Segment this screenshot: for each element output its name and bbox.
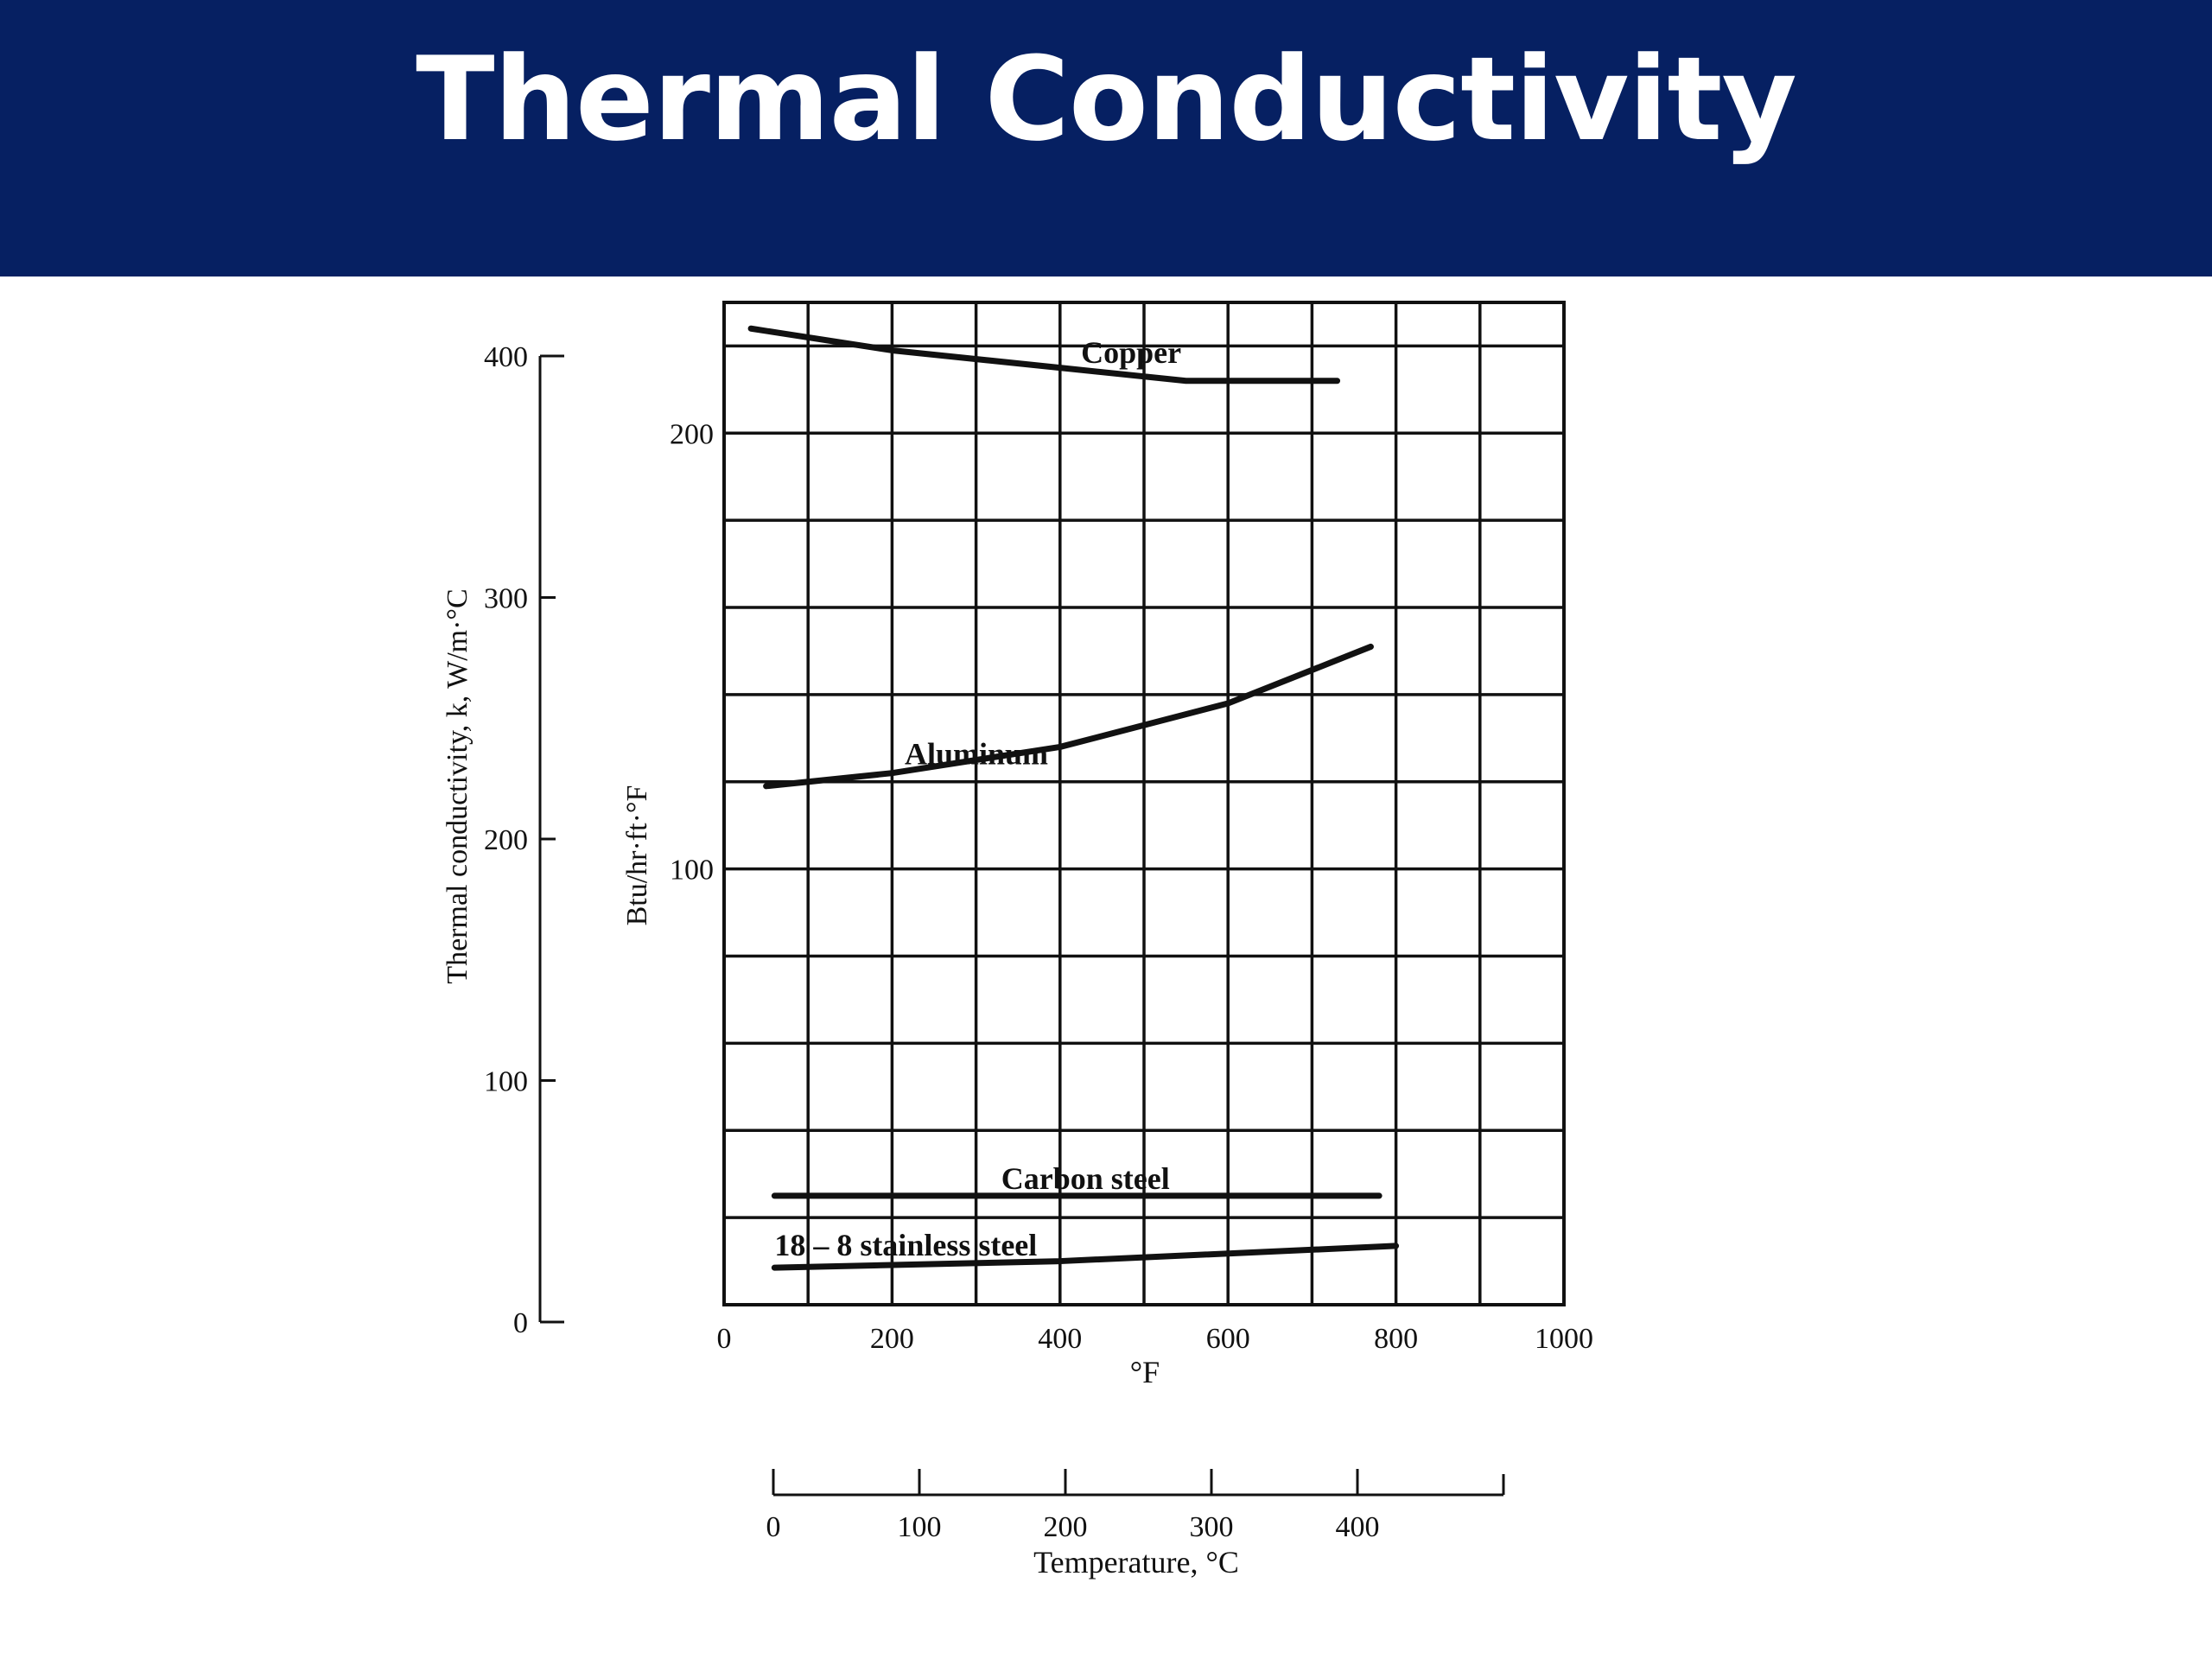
secondary-x-axis-label: Temperature, °C — [1033, 1545, 1239, 1580]
series-label-carbon-steel: Carbon steel — [1001, 1161, 1170, 1196]
y-tick-label: 100 — [670, 855, 714, 887]
x-tick-label: 600 — [1206, 1323, 1250, 1355]
series-line-copper — [747, 325, 1341, 385]
secondary-x-tick-label: 0 — [766, 1511, 781, 1543]
secondary-y-tick-label: 100 — [484, 1066, 528, 1098]
series-labels: Copper Aluminum Carbon steel 18 – 8 stainle… — [774, 335, 1181, 1262]
secondary-x-tick-label: 300 — [1190, 1511, 1234, 1543]
secondary-x-tick-label: 200 — [1044, 1511, 1088, 1543]
x-tick-label: 800 — [1374, 1323, 1418, 1355]
y-axis-ticks-btu: 100 200 — [670, 418, 714, 886]
x-tick-label: 0 — [717, 1323, 732, 1355]
y-axis-label: Btu/hr·ft·°F — [621, 785, 653, 926]
series-lines — [747, 325, 1400, 1271]
title-banner: Thermal Conductivity — [0, 0, 2212, 276]
slide-title: Thermal Conductivity — [416, 32, 1797, 167]
y-tick-label: 200 — [670, 418, 714, 450]
secondary-y-tick-label: 400 — [484, 341, 528, 373]
x-axis-label: °F — [1130, 1355, 1160, 1389]
secondary-y-tick-label: 200 — [484, 824, 528, 856]
secondary-y-axis-label: Thermal conductivity, k, W/m·°C — [442, 588, 474, 983]
secondary-y-axis-w-m-c: 0 100 200 300 400 — [484, 341, 564, 1339]
series-label-18-8-stainless-steel: 18 – 8 stainless steel — [774, 1228, 1037, 1262]
x-tick-label: 1000 — [1535, 1323, 1593, 1355]
series-line-18-8-stainless-steel — [771, 1243, 1400, 1271]
x-tick-label: 200 — [870, 1323, 914, 1355]
series-line-aluminum — [763, 643, 1374, 790]
chart-grid — [724, 302, 1564, 1305]
series-label-aluminum: Aluminum — [905, 736, 1048, 771]
thermal-conductivity-chart: Copper Aluminum Carbon steel 18 – 8 stainle… — [442, 301, 1594, 1580]
series-label-copper: Copper — [1081, 335, 1181, 370]
secondary-y-tick-label: 0 — [513, 1307, 528, 1339]
x-axis-ticks-fahrenheit: 0 200 400 600 800 1000 — [717, 1323, 1594, 1355]
secondary-y-tick-label: 300 — [484, 583, 528, 615]
x-tick-label: 400 — [1038, 1323, 1082, 1355]
secondary-x-axis-celsius: 0 100 200 300 400 — [766, 1469, 1505, 1543]
secondary-x-tick-label: 100 — [898, 1511, 942, 1543]
secondary-x-tick-label: 400 — [1336, 1511, 1380, 1543]
